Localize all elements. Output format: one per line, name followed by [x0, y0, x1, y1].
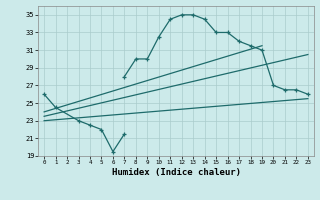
X-axis label: Humidex (Indice chaleur): Humidex (Indice chaleur): [111, 168, 241, 177]
